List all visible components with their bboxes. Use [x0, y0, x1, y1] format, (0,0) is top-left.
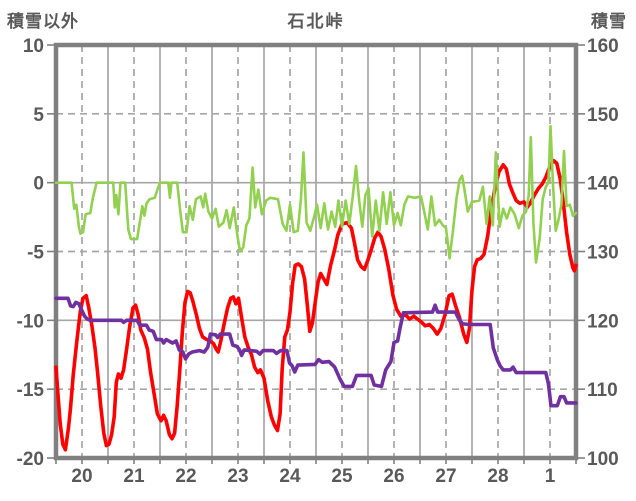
x-axis-tick-label: 25 — [331, 466, 353, 487]
red-series-line — [54, 158, 578, 452]
left-axis-tick-label: -5 — [27, 243, 44, 264]
x-axis-tick-label: 28 — [487, 466, 508, 487]
purple-series-line — [54, 296, 578, 408]
green-series-line — [54, 124, 578, 264]
left-axis-title: 積雪以外 — [7, 12, 79, 31]
x-axis-tick-label: 27 — [435, 466, 456, 487]
right-axis-tick-label: 160 — [587, 36, 619, 57]
x-axis-tick-label: 20 — [71, 466, 92, 487]
left-axis-tick-label: -20 — [17, 449, 44, 470]
x-axis-tick-label: 24 — [279, 466, 301, 487]
left-axis-tick-label: -15 — [17, 380, 45, 401]
left-axis-tick-label: -10 — [17, 311, 44, 332]
left-axis-tick-label: 0 — [33, 174, 44, 195]
right-axis-tick-label: 110 — [587, 380, 618, 401]
x-axis-tick-label: 1 — [545, 466, 556, 487]
right-axis-tick-label: 130 — [587, 243, 619, 264]
right-axis-title: 積雪 — [591, 12, 627, 31]
right-axis-tick-label: 150 — [587, 105, 619, 126]
left-axis-tick-label: 5 — [33, 105, 44, 126]
x-axis-tick-label: 26 — [383, 466, 404, 487]
left-axis-tick-label: 10 — [23, 36, 44, 57]
right-axis-tick-label: 120 — [587, 311, 619, 332]
right-axis-tick-label: 100 — [587, 449, 619, 470]
right-axis-tick-label: 140 — [587, 174, 619, 195]
x-axis-tick-label: 21 — [123, 466, 145, 487]
chart-title: 石北峠 — [287, 12, 345, 31]
x-axis-tick-label: 22 — [175, 466, 196, 487]
x-axis-tick-label: 23 — [227, 466, 248, 487]
plot-border — [53, 42, 579, 461]
